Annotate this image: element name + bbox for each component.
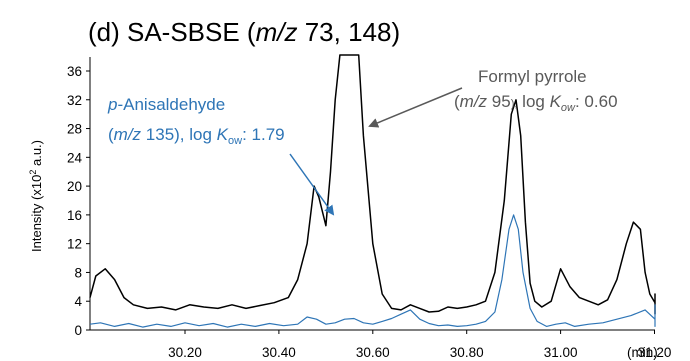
y-tick-label: 12 (67, 237, 82, 252)
y-tick-label: 32 (67, 93, 82, 108)
x-tick-group: 30.2030.4030.6030.8031.0031.2031.4031.60… (168, 330, 672, 360)
series-line-black (89, 54, 656, 315)
chart-title: (d) SA-SBSE (m/z 73, 148) (88, 17, 400, 47)
y-tick-label: 16 (67, 208, 82, 223)
x-tick-label: 30.20 (168, 345, 202, 360)
y-tick-label: 0 (74, 323, 82, 338)
y-tick-label: 28 (67, 122, 82, 137)
y-tick-group: 0 4 8 12 16 20 24 28 32 36 (67, 64, 90, 338)
x-axis-unit: (min) (627, 345, 658, 360)
x-tick-label: 31.00 (544, 345, 578, 360)
series-group (89, 54, 656, 328)
y-tick-label: 4 (74, 294, 82, 309)
y-tick-label: 8 (74, 265, 82, 280)
annotation-formyl-line2: (m/z 95), log Kow: 0.60 (454, 92, 618, 114)
x-tick-label: 30.60 (356, 345, 390, 360)
annotation-anisaldehyde-arrow (289, 153, 335, 216)
y-tick-label: 24 (67, 150, 83, 165)
y-tick-label: 20 (67, 179, 82, 194)
x-tick-label: 30.40 (262, 345, 296, 360)
x-tick-label: 31.20 (638, 345, 672, 360)
x-tick-label: 30.80 (450, 345, 484, 360)
annotation-formyl-arrow (368, 87, 463, 128)
annotation-anisaldehyde-line1: p-Anisaldehyde (107, 95, 225, 114)
y-tick-label: 36 (67, 64, 82, 79)
series-line-blue (89, 214, 656, 328)
annotation-formyl-line1: Formyl pyrrole (478, 67, 587, 86)
annotation-anisaldehyde-line2: (m/z 135), log Kow: 1.79 (108, 125, 285, 147)
y-axis-label: Intensity (x102 a.u.) (28, 140, 44, 252)
